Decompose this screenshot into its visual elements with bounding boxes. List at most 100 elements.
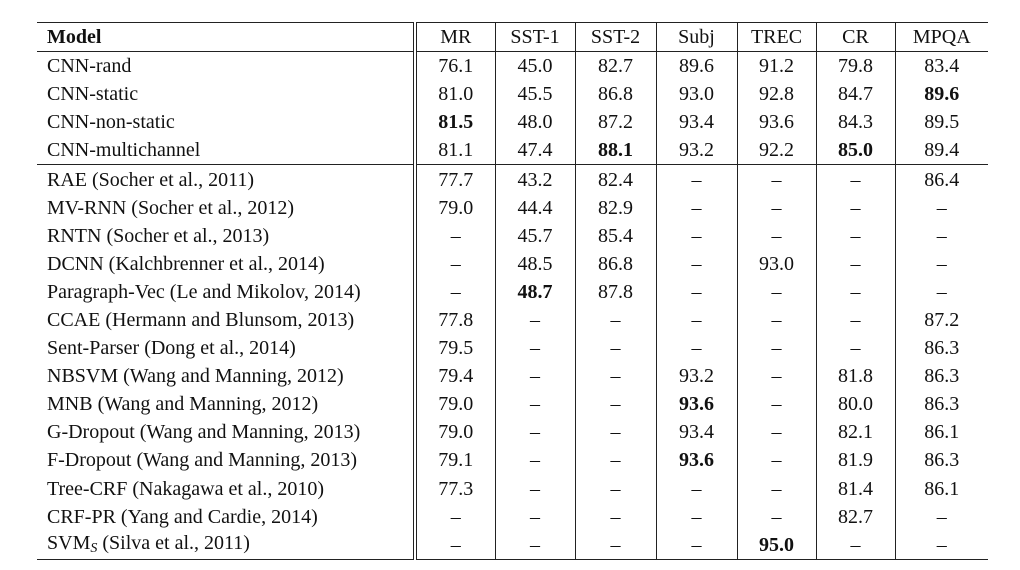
score-cell-mpqa: 86.3 (894, 362, 988, 391)
score-cell-mr: – (450, 505, 461, 528)
score-cell-mpqa: – (894, 502, 988, 531)
score-cell-subj: – (655, 221, 737, 250)
model-column-header: Model (37, 22, 417, 52)
model-name-subscript: S (90, 541, 98, 557)
model-name-cell: SVMS (Silva et al., 2011) (37, 530, 417, 560)
score-cell-mr: 81.0 (438, 83, 474, 106)
score-cell-trec: – (736, 221, 816, 250)
model-name-cell: RNTN (Socher et al., 2013) (37, 221, 417, 250)
score-cell-sst1: – (494, 474, 575, 503)
score-cell-trec: – (736, 474, 816, 503)
column-header-sst1: SST-1 (494, 22, 575, 52)
model-name-cell: DCNN (Kalchbrenner et al., 2014) (37, 249, 417, 278)
score-cell-mr: – (450, 224, 461, 247)
score-cell-cr: 81.9 (815, 446, 895, 475)
model-name: CCAE (Hermann and Blunsom, 2013) (47, 308, 355, 331)
model-name-cell: G-Dropout (Wang and Manning, 2013) (37, 418, 417, 447)
model-name: F-Dropout (Wang and Manning, 2013) (47, 449, 358, 472)
score-cell-cr: 80.0 (815, 390, 895, 419)
model-name-cell: Tree-CRF (Nakagawa et al., 2010) (37, 474, 417, 503)
score-cell-mr: – (450, 280, 461, 303)
score-cell-cr: 82.1 (815, 418, 895, 447)
score-cell-cr: – (815, 530, 895, 560)
score-cell-mr: – (450, 533, 461, 556)
score-cell-subj: – (655, 334, 737, 363)
score-cell-trec: – (736, 418, 816, 447)
model-name: RAE (Socher et al., 2011) (47, 168, 254, 191)
score-cell-sst2: – (574, 418, 656, 447)
model-name-cell: CNN-rand (37, 51, 417, 81)
score-cell-sst1: 43.2 (494, 164, 575, 194)
score-cell-cr: 85.0 (815, 136, 895, 165)
score-cell-trec: – (736, 362, 816, 391)
score-cell-sst1: – (494, 362, 575, 391)
model-name-cell: CNN-non-static (37, 108, 417, 137)
score-cell-trec: – (736, 390, 816, 419)
model-name: G-Dropout (Wang and Manning, 2013) (47, 421, 361, 444)
score-cell-trec: – (736, 502, 816, 531)
table-row: F-Dropout (Wang and Manning, 2013) 79.1– –… (37, 446, 988, 475)
score-cell-sst1: – (494, 446, 575, 475)
score-cell-sst2: – (574, 446, 656, 475)
score-cell-cr: – (815, 249, 895, 278)
score-cell-subj: – (655, 474, 737, 503)
score-cell-sst1: – (494, 334, 575, 363)
column-header-mpqa: MPQA (894, 22, 988, 52)
score-cell-sst1: 45.5 (494, 80, 575, 109)
model-name-cell: CNN-multichannel (37, 136, 417, 165)
score-cell-mpqa: 86.1 (894, 418, 988, 447)
model-name: Paragraph-Vec (Le and Mikolov, 2014) (47, 280, 361, 303)
score-cell-sst2: 86.8 (574, 80, 656, 109)
results-table: Model MR SST-1 SST-2 Subj TREC CR MPQA C… (37, 22, 988, 560)
score-cell-subj: 89.6 (655, 51, 737, 81)
model-name-cell: MV-RNN (Socher et al., 2012) (37, 193, 417, 222)
table-row: MV-RNN (Socher et al., 2012) 79.0 44.4 82.9… (37, 193, 988, 222)
model-name-cell: MNB (Wang and Manning, 2012) (37, 390, 417, 419)
model-name: SVM (47, 532, 91, 555)
score-cell-mr: 79.0 (438, 196, 474, 219)
table-row: CNN-non-static 81.5 48.0 87.2 93.4 93.6 84.3 89… (37, 108, 988, 137)
model-name-cell: CNN-static (37, 80, 417, 109)
score-cell-mpqa: – (894, 193, 988, 222)
score-cell-sst1: – (494, 530, 575, 560)
score-cell-mpqa: – (894, 277, 988, 306)
score-cell-subj: – (655, 164, 737, 194)
score-cell-mr: 76.1 (438, 55, 474, 78)
table-row: RNTN (Socher et al., 2013) –45.7 85.4– – – – (37, 221, 988, 250)
score-cell-mpqa: – (894, 530, 988, 560)
score-cell-mpqa: 89.4 (894, 136, 988, 165)
score-cell-mr: 79.1 (438, 449, 474, 472)
model-name-cell: RAE (Socher et al., 2011) (37, 164, 417, 194)
score-cell-sst2: – (574, 474, 656, 503)
score-cell-sst2: 82.7 (574, 51, 656, 81)
model-name: NBSVM (Wang and Manning, 2012) (47, 365, 344, 388)
table-row: CNN-multichannel 81.1 47.4 88.1 93.2 92.2 85.0… (37, 136, 988, 165)
score-cell-sst2: – (574, 305, 656, 335)
table-row: DCNN (Kalchbrenner et al., 2014) – 48.5 86.… (37, 249, 988, 278)
model-name: Sent-Parser (Dong et al., 2014) (47, 337, 296, 360)
score-cell-sst2: 87.8 (574, 277, 656, 306)
model-name: CRF-PR (Yang and Cardie, 2014) (47, 505, 318, 528)
column-header-sst2: SST-2 (574, 22, 656, 52)
table-header: Model MR SST-1 SST-2 Subj TREC CR MPQA (37, 22, 988, 52)
model-name-citation: (Silva et al., 2011) (97, 532, 250, 555)
score-cell-trec: 95.0 (736, 530, 816, 560)
score-cell-sst1: 45.7 (494, 221, 575, 250)
model-name: Tree-CRF (Nakagawa et al., 2010) (47, 477, 324, 500)
score-cell-trec: – (736, 305, 816, 335)
table-row: CNN-rand 76.1 45.0 82.7 89.6 91.2 79.8 83.4 (37, 51, 988, 81)
score-cell-sst1: 47.4 (494, 136, 575, 165)
score-cell-mr: 77.3 (438, 477, 474, 500)
score-cell-mr: – (450, 252, 461, 275)
score-cell-cr: 81.4 (815, 474, 895, 503)
score-cell-subj: – (655, 305, 737, 335)
model-name: RNTN (Socher et al., 2013) (47, 224, 270, 247)
score-cell-sst1: 48.7 (494, 277, 575, 306)
score-cell-cr: – (815, 221, 895, 250)
table-row: Sent-Parser (Dong et al., 2014) 79.5– – – – –… (37, 334, 988, 363)
score-cell-subj: 93.4 (655, 108, 737, 137)
score-cell-sst1: 44.4 (494, 193, 575, 222)
table-row: CNN-static 81.0 45.5 86.8 93.0 92.8 84.7 89.6 (37, 80, 988, 109)
score-cell-mpqa: 89.6 (894, 80, 988, 109)
column-header-subj: Subj (655, 22, 737, 52)
